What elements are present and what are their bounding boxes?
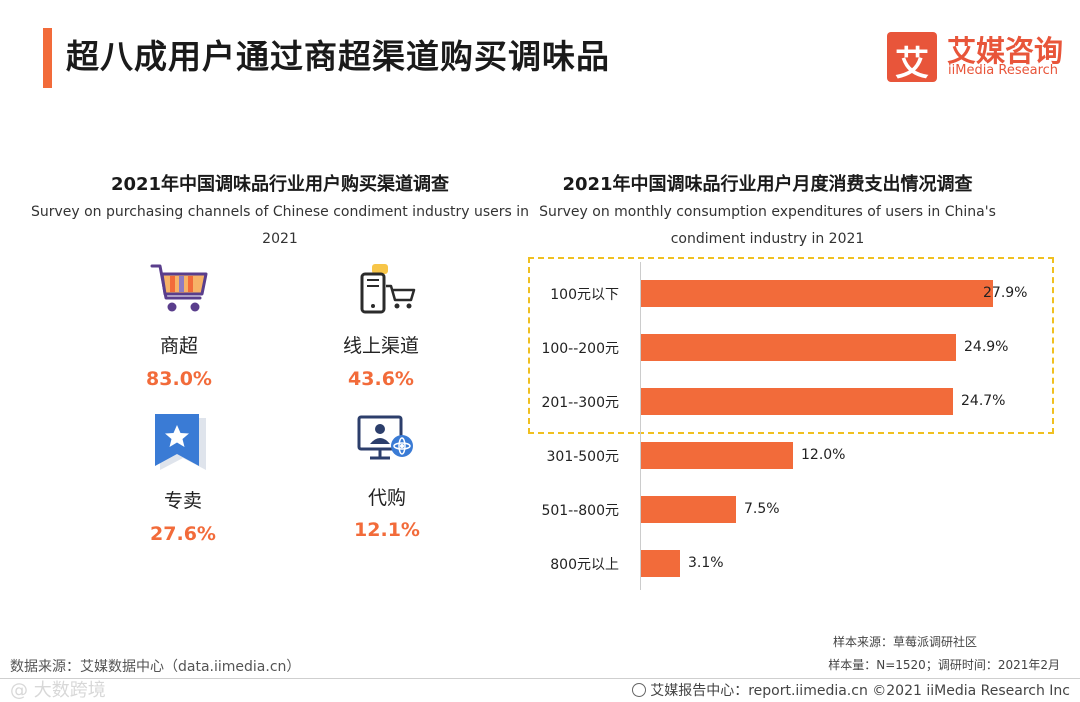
channel-label-specialty: 专卖 [163,490,202,512]
right-chart-subtitle: Survey on monthly consumption expenditur… [539,204,996,247]
bar-value-label: 3.1% [688,555,724,571]
sample-size: 样本量：N=1520；调研时间：2021年2月 [828,658,1060,672]
chart-axis-line [640,262,641,590]
channel-value-specialty: 27.6% [150,523,216,545]
footer-divider [0,678,1080,679]
bar-category-label: 201--300元 [541,395,619,411]
bar [641,388,953,415]
phone-cart-icon [360,264,416,314]
footer-copyright: 艾媒报告中心：report.iimedia.cn ©2021 iiMedia R… [632,680,1070,700]
channel-label-supermarket: 商超 [159,335,198,357]
sample-source: 样本来源：草莓派调研社区 [832,635,977,649]
logo-cn: 艾媒咨询 [947,34,1064,68]
bar [641,280,993,307]
left-chart-subtitle: Survey on purchasing channels of Chinese… [30,204,530,247]
bar-category-label: 100--200元 [541,341,619,357]
channel-label-proxy: 代购 [367,487,406,509]
data-source: 数据来源：艾媒数据中心（data.iimedia.cn） [10,659,301,675]
watermark: @ 大数跨境 [10,680,106,701]
channel-value-proxy: 12.1% [354,519,420,541]
bar-value-label: 7.5% [744,501,780,517]
right-chart-title: 2021年中国调味品行业用户月度消费支出情况调查 [562,174,973,195]
globe-icon [632,683,647,697]
brand-logo: 艾 艾媒咨询 iiMedia Research [887,30,1067,84]
title-accent-bar [43,28,52,88]
bar-value-label: 27.9% [983,285,1028,301]
channel-label-online: 线上渠道 [342,335,419,357]
bar-value-label: 12.0% [801,447,846,463]
bar-category-label: 100元以下 [550,287,619,303]
bar [641,442,793,469]
bar-category-label: 501--800元 [541,503,619,519]
logo-mark: 艾 [887,32,937,84]
bar-category-label: 800元以上 [550,557,619,573]
bar [641,550,680,577]
monitor-person-icon [357,415,413,460]
logo-en: iiMedia Research [948,63,1059,78]
left-chart-title: 2021年中国调味品行业用户购买渠道调查 [110,174,450,195]
bar-value-label: 24.7% [961,393,1006,409]
star-badge-icon [155,414,206,470]
highlight-box [528,257,1054,434]
shopping-cart-icon [150,264,208,312]
bar [641,496,736,523]
page-title: 超八成用户通过商超渠道购买调味品 [66,37,610,76]
bar-category-label: 301-500元 [546,449,620,465]
channel-value-supermarket: 83.0% [146,368,212,390]
channel-value-online: 43.6% [348,368,414,390]
bar-value-label: 24.9% [964,339,1009,355]
bar [641,334,956,361]
